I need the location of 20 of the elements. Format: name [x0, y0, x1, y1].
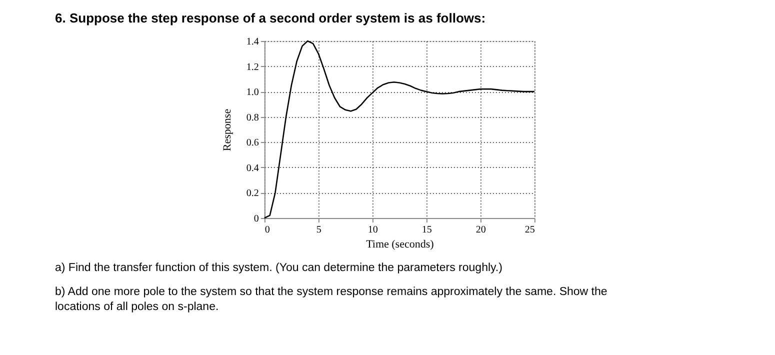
- y-tick-label: 0.6: [246, 138, 259, 149]
- chart-title: 6. Suppose the step response of a second order system is as follows:: [55, 10, 486, 26]
- text: a) Find the transfer function of this system. (You can determine the parameters roughly.): [55, 262, 503, 274]
- text: b) Add one more pole to the system so that the system response remains approximately the same. Show the locations of all poles on s-plane.: [55, 286, 608, 313]
- y-axis-title: Response: [221, 108, 234, 152]
- y-tick-label: 1.0: [246, 87, 259, 98]
- x-tick-label: 25: [524, 224, 535, 236]
- x-tick-label: 15: [422, 224, 432, 236]
- x-tick-label: 20: [476, 224, 486, 236]
- x-tick-label: 10: [368, 224, 378, 236]
- line-series: [264, 40, 536, 219]
- y-tick-label: 1.2: [246, 62, 259, 73]
- x-axis-title: Time (seconds): [366, 238, 434, 250]
- x-tick-label: 0: [264, 224, 270, 236]
- y-tick-label: 0: [254, 214, 259, 224]
- y-tick-label: 1.4: [246, 36, 259, 48]
- y-tick-label: 0.2: [246, 188, 259, 200]
- y-tick-label: 0.4: [246, 162, 259, 174]
- x-tick-label: 5: [316, 224, 322, 236]
- y-tick-label: 0.8: [246, 112, 259, 124]
